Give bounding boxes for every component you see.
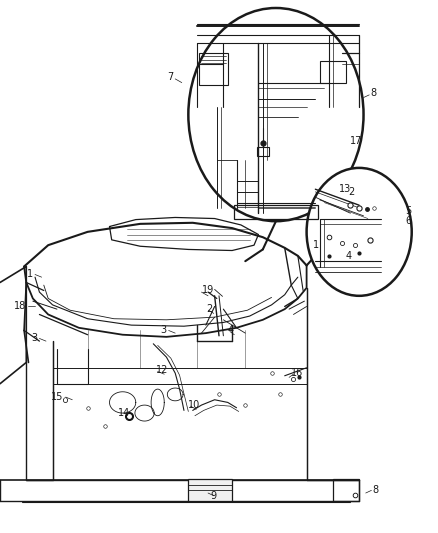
Text: 12: 12 [155, 366, 168, 375]
Text: 3: 3 [160, 326, 166, 335]
Text: 2: 2 [348, 187, 354, 197]
Text: 4: 4 [228, 326, 234, 335]
Text: 5: 5 [405, 206, 411, 215]
Text: 16: 16 [291, 368, 304, 378]
Text: 19: 19 [201, 286, 214, 295]
Bar [188, 479, 232, 501]
Text: 8: 8 [372, 486, 378, 495]
Circle shape [307, 168, 412, 296]
Text: 3: 3 [31, 334, 37, 343]
Text: 15: 15 [51, 392, 64, 402]
Text: 1: 1 [313, 240, 319, 250]
Text: 14: 14 [118, 408, 131, 418]
Text: 10: 10 [188, 400, 201, 410]
Text: 1: 1 [27, 270, 33, 279]
Bar [320, 61, 346, 83]
Text: 4: 4 [346, 251, 352, 261]
Text: 6: 6 [405, 216, 411, 226]
Bar [199, 53, 228, 85]
Text: 7: 7 [167, 72, 173, 82]
Circle shape [188, 8, 364, 221]
Text: 8: 8 [370, 88, 376, 98]
Bar [333, 479, 359, 501]
Text: 13: 13 [339, 184, 352, 194]
Text: 18: 18 [14, 302, 26, 311]
Bar [234, 205, 318, 219]
Text: 9: 9 [210, 491, 216, 500]
Bar [257, 147, 269, 156]
Text: 2: 2 [206, 304, 212, 314]
Text: 17: 17 [350, 136, 363, 146]
